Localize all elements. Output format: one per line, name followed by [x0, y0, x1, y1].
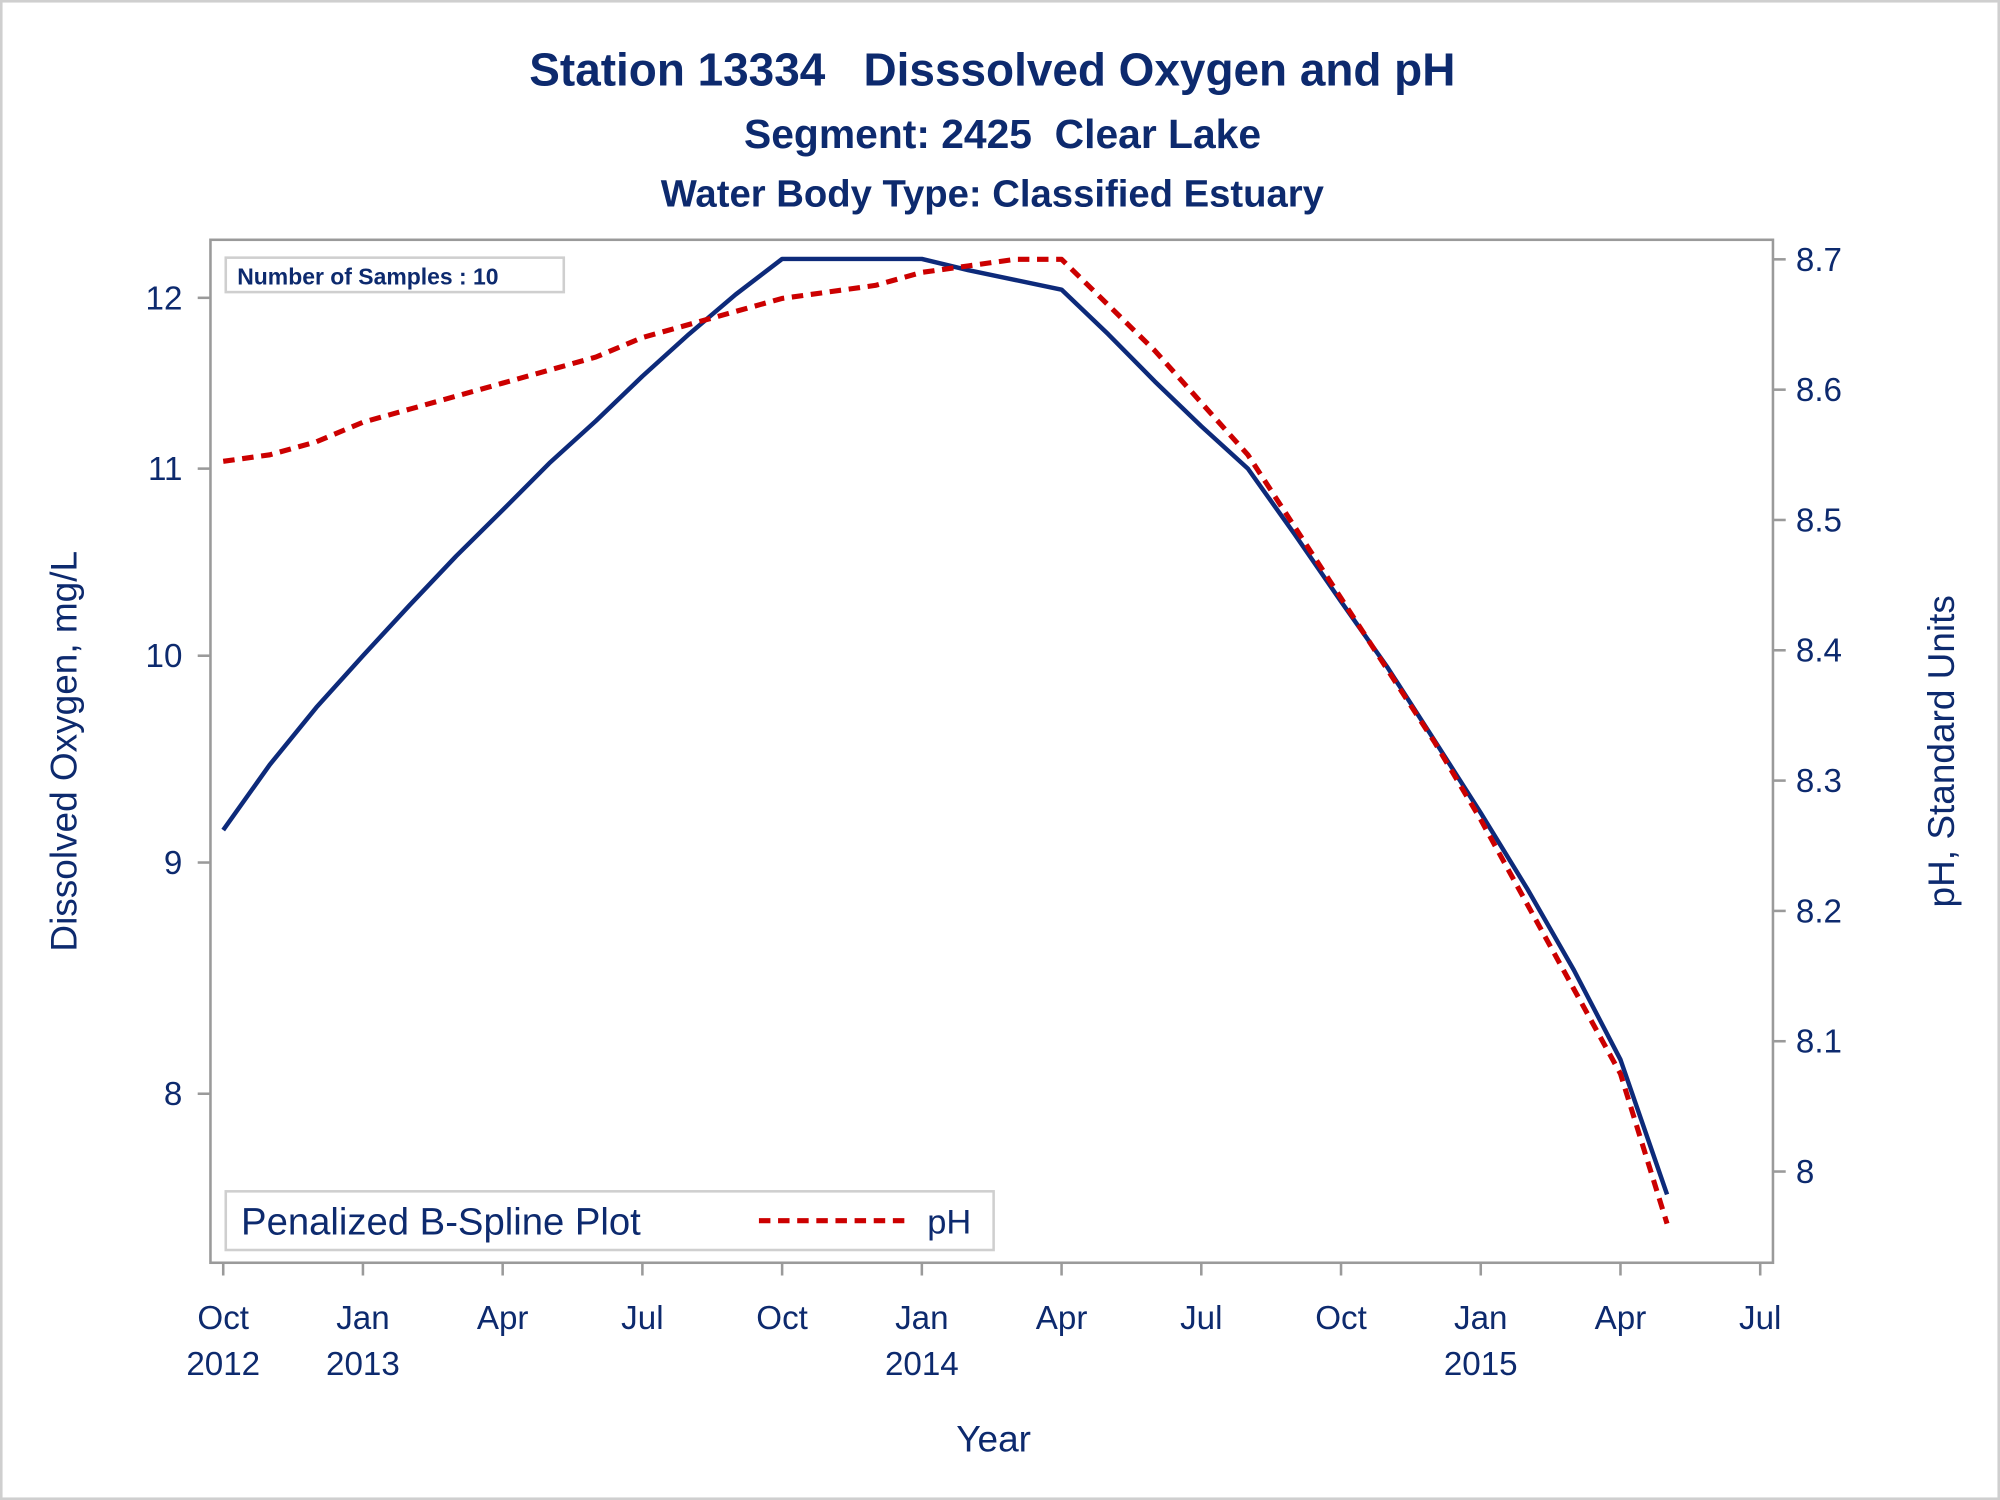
- x-tick-label: Apr: [477, 1300, 529, 1337]
- x-tick-label: Jan 2013: [326, 1300, 400, 1383]
- annotation: Number of Samples : 10: [237, 263, 498, 289]
- y2-tick-label: 8: [1796, 1154, 1814, 1191]
- x-tick-label: Jul: [1180, 1300, 1222, 1337]
- y-tick-label: 11: [148, 451, 182, 488]
- x-tick-label: Oct: [756, 1300, 808, 1337]
- x-tick-label: Jan 2014: [885, 1300, 959, 1383]
- chart-subtitle: Segment: 2425 Clear Lake: [744, 111, 1261, 157]
- legend-title: Penalized B-Spline Plot: [241, 1201, 641, 1244]
- y2-axis-label: pH, Standard Units: [1921, 595, 1962, 907]
- y2-tick-label: 8.4: [1796, 633, 1842, 670]
- annotation-box: [224, 256, 566, 294]
- y-tick-label: 8: [164, 1076, 182, 1113]
- plot-area: [221, 256, 1670, 1225]
- x-axis-label: Year: [956, 1419, 1031, 1460]
- y2-tick-label: 8.7: [1796, 242, 1842, 279]
- y-tick-label: 12: [146, 280, 183, 317]
- y-axis-label: Dissolved Oxygen, mg/L: [44, 551, 85, 952]
- x-tick-label: Jul: [1739, 1300, 1781, 1337]
- y2-tick-label: 8.3: [1796, 763, 1842, 800]
- y2-tick-label: 8.1: [1796, 1024, 1842, 1061]
- x-tick-label: Jul: [621, 1300, 663, 1337]
- series-line: [222, 256, 1670, 1225]
- plot-frame: [209, 238, 1775, 1265]
- legend-label: pH: [927, 1203, 971, 1241]
- y2-tick-label: 8.6: [1796, 372, 1842, 409]
- y2-tick-label: 8.5: [1796, 502, 1842, 539]
- y2-tick-label: 8.2: [1796, 893, 1842, 930]
- y-tick-label: 10: [146, 638, 183, 675]
- x-tick-label: Oct: [1315, 1300, 1367, 1337]
- chart-title: Station 13334 Disssolved Oxygen and pH: [529, 43, 1455, 95]
- x-tick-label: Apr: [1595, 1300, 1647, 1337]
- x-tick-label: Jan 2015: [1444, 1300, 1518, 1383]
- x-tick-label: Oct 2012: [186, 1300, 260, 1383]
- chart-subtitle: Water Body Type: Classified Estuary: [661, 173, 1325, 216]
- x-tick-label: Apr: [1036, 1300, 1088, 1337]
- y-tick-label: 9: [164, 845, 182, 882]
